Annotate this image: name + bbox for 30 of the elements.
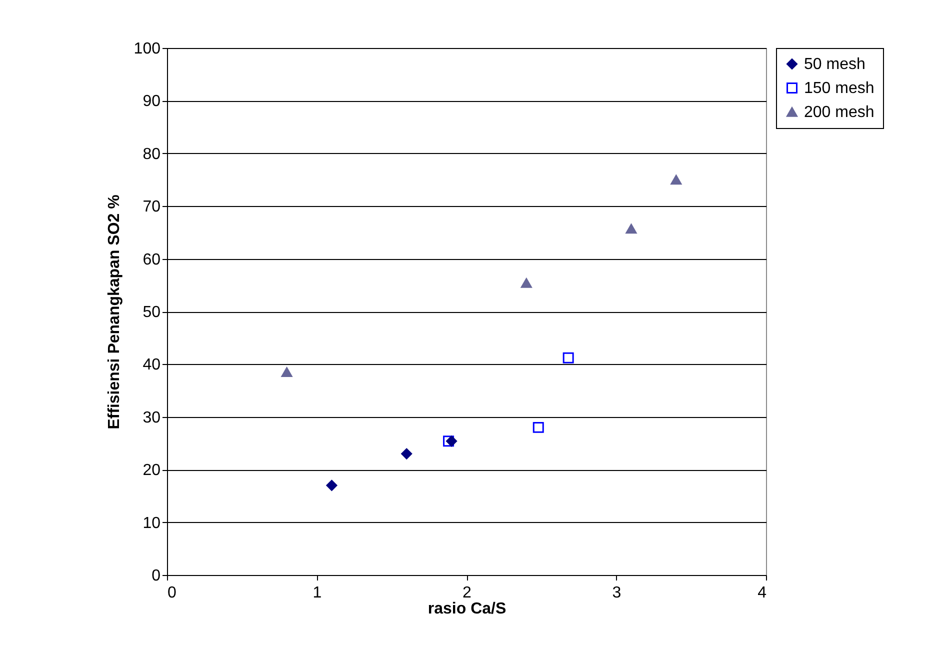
y-tick-label: 70 bbox=[142, 198, 161, 216]
legend-label: 200 mesh bbox=[804, 104, 874, 121]
y-tick-label: 0 bbox=[152, 568, 161, 584]
x-tick-label: 4 bbox=[758, 584, 767, 602]
y-tick-label: 20 bbox=[142, 462, 161, 480]
y-tick-label: 30 bbox=[142, 409, 161, 426]
point bbox=[670, 174, 682, 185]
x-tick-label: 1 bbox=[312, 584, 322, 602]
legend-label: 50 mesh bbox=[804, 56, 866, 73]
y-tick-label: 10 bbox=[142, 514, 161, 532]
y-axis-title: Effisiensi Penangkapan SO2 % bbox=[106, 194, 123, 430]
y-tick-label: 50 bbox=[142, 304, 161, 321]
point bbox=[326, 480, 338, 491]
point bbox=[532, 422, 544, 433]
y-tick-label: 90 bbox=[142, 93, 161, 110]
point bbox=[401, 448, 412, 460]
legend-label: 150 mesh bbox=[804, 80, 874, 97]
y-tick-label: 100 bbox=[134, 40, 161, 58]
point bbox=[626, 224, 637, 234]
y-tick-label: 40 bbox=[142, 356, 161, 374]
x-axis-title: rasio Ca/S bbox=[428, 600, 506, 618]
point bbox=[562, 352, 574, 364]
x-tick-label: 2 bbox=[462, 584, 472, 602]
y-tick-label: 80 bbox=[142, 146, 161, 163]
point bbox=[281, 367, 292, 377]
x-tick-label: 0 bbox=[168, 584, 176, 602]
x-tick-label: 3 bbox=[612, 584, 622, 602]
point bbox=[446, 436, 458, 447]
y-tick-label: 60 bbox=[142, 251, 161, 268]
point bbox=[520, 278, 532, 288]
